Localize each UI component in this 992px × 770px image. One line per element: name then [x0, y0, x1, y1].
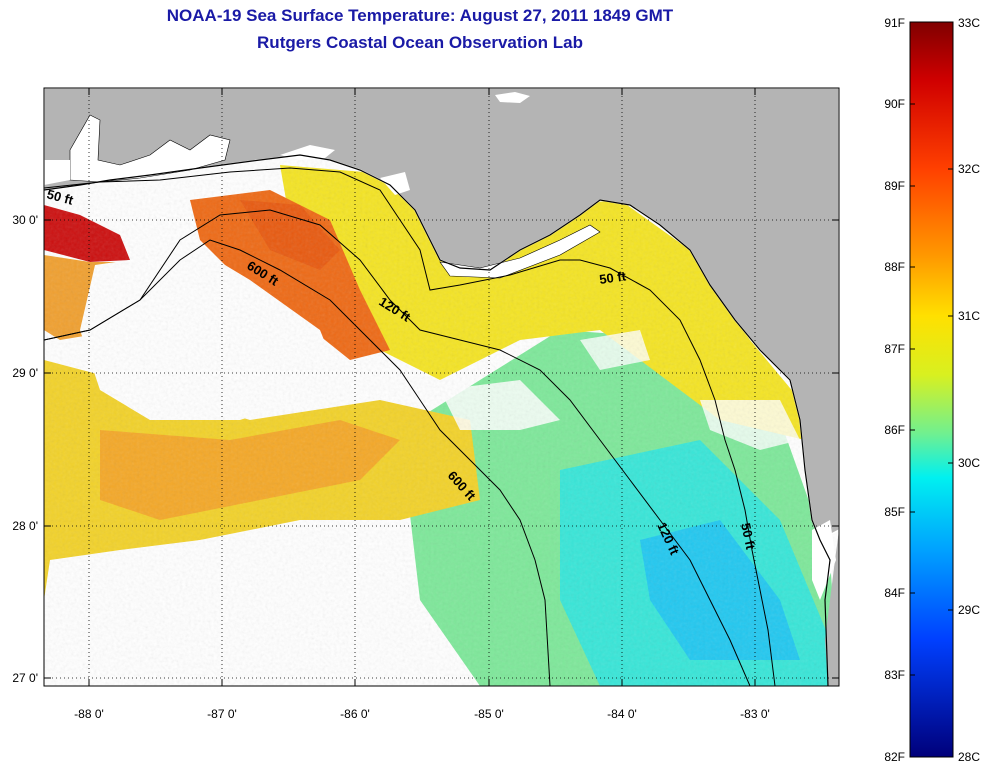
- colorbar: [909, 21, 954, 758]
- colorbar-c-label: 30C: [958, 456, 980, 470]
- map-frame: [43, 87, 840, 687]
- graticule: [44, 88, 839, 686]
- sst-data-layer: [44, 88, 839, 686]
- inland-lake: [495, 92, 530, 103]
- map-subtitle: Rutgers Coastal Ocean Observation Lab: [257, 33, 583, 52]
- map-title: NOAA-19 Sea Surface Temperature: August …: [166, 6, 674, 25]
- land-mass-south: [825, 530, 839, 686]
- colorbar-f-label: 84F: [884, 586, 905, 600]
- latitude-label: 29 0': [12, 366, 38, 380]
- longitude-label: -86 0': [340, 707, 370, 721]
- colorbar-f-label: 87F: [884, 342, 905, 356]
- coastal-bay: [44, 160, 70, 185]
- colorbar-c-label: 33C: [958, 16, 980, 30]
- colorbar-f-label: 91F: [884, 16, 905, 30]
- colorbar-ticks: [910, 103, 953, 676]
- tick-marks: [44, 88, 839, 686]
- latitude-label: 30 0': [12, 213, 38, 227]
- longitude-label: -88 0': [74, 707, 104, 721]
- colorbar-f-label: 89F: [884, 179, 905, 193]
- contour-label-50ft-west: 50 ft: [45, 186, 75, 208]
- colorbar-c-label: 28C: [958, 750, 980, 764]
- coastline: [44, 154, 831, 686]
- colorbar-f-label: 90F: [884, 97, 905, 111]
- colorbar-c-label: 32C: [958, 162, 980, 176]
- colorbar-f-label: 85F: [884, 505, 905, 519]
- longitude-label: -83 0': [740, 707, 770, 721]
- contour-label-50ft-bigbend: 50 ft: [598, 268, 627, 287]
- contour-120ft: [44, 209, 751, 686]
- longitude-label: -87 0': [207, 707, 237, 721]
- longitude-label: -85 0': [474, 707, 504, 721]
- latitude-label: 28 0': [12, 519, 38, 533]
- mobile-bay: [69, 114, 231, 183]
- colorbar-c-label: 29C: [958, 603, 980, 617]
- latitude-label: 27 0': [12, 671, 38, 685]
- colorbar-f-label: 88F: [884, 260, 905, 274]
- contour-600ft: [44, 239, 551, 686]
- tampa-bay: [812, 520, 836, 600]
- colorbar-c-label: 31C: [958, 309, 980, 323]
- longitude-label: -84 0': [607, 707, 637, 721]
- colorbar-f-label: 83F: [884, 668, 905, 682]
- contour-50ft: [44, 167, 776, 686]
- colorbar-f-label: 82F: [884, 750, 905, 764]
- coastal-bay: [380, 172, 410, 195]
- contour-label-50ft-south: 50 ft: [738, 522, 758, 552]
- colorbar-f-label: 86F: [884, 423, 905, 437]
